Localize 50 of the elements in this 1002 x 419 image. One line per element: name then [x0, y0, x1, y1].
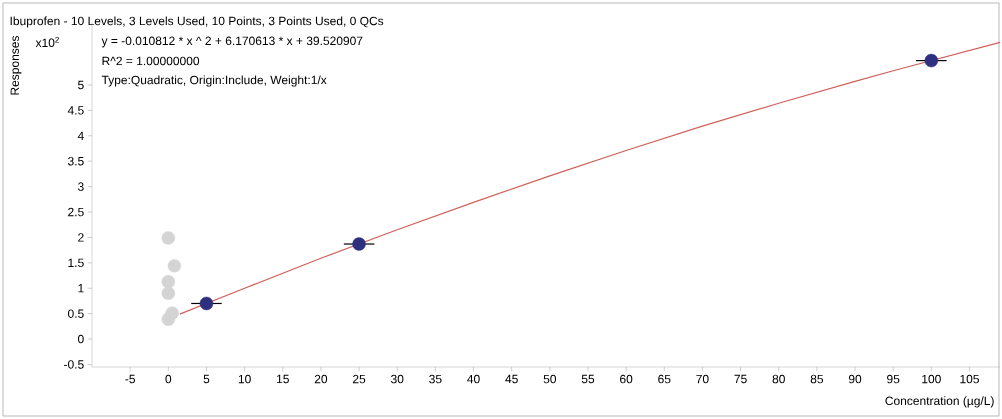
- y-tick-label: 3: [77, 182, 84, 191]
- x-tick-label: 50: [543, 374, 557, 384]
- x-tick-label: 40: [467, 374, 480, 384]
- x-tick-label: 5: [203, 374, 210, 384]
- y-tick-label: 0.5: [68, 309, 84, 318]
- point: [199, 296, 214, 311]
- x-tick-label: 20: [314, 374, 328, 384]
- y-axis-title: Responses: [10, 35, 22, 95]
- chart-title: Ibuprofen - 10 Levels, 3 Levels Used, 10 Points, 3 Points Used, 0 QCs: [10, 16, 384, 28]
- x-tick-label: -5: [125, 374, 135, 384]
- y-tick-label: 0: [78, 334, 84, 344]
- x-tick-label: 35: [429, 374, 442, 384]
- x-tick-label: 25: [352, 374, 366, 384]
- point: [161, 286, 176, 301]
- x-tick-label: 30: [391, 374, 404, 384]
- x-tick-label: 70: [696, 374, 709, 384]
- x-tick-label: 80: [772, 374, 785, 384]
- x-tick-label: 100: [922, 374, 941, 384]
- x-tick-label: 45: [505, 374, 518, 384]
- y-tick-label: 1.5: [68, 258, 84, 267]
- x-tick-label: 85: [810, 374, 824, 384]
- y-tick-label: 2.5: [68, 207, 84, 217]
- x-tick-label: 15: [277, 374, 289, 384]
- point: [167, 259, 182, 273]
- y-tick-label: 4: [77, 131, 84, 140]
- point: [352, 237, 366, 251]
- y-tick-label: 3.5: [67, 156, 84, 166]
- x-tick-label: 55: [581, 374, 595, 384]
- point: [924, 53, 939, 68]
- x-tick-label: 105: [960, 374, 979, 384]
- annotation: Type:Quadratic, Origin:Include, Weight:1/x: [101, 75, 327, 87]
- point: [161, 274, 176, 289]
- x-tick-label: 95: [887, 374, 900, 384]
- y-tick-label: 1: [78, 284, 84, 293]
- y-tick-label: 2: [78, 233, 84, 242]
- x-tick-label: 60: [620, 374, 633, 384]
- point: [161, 312, 176, 326]
- x-tick-label: 10: [238, 374, 251, 384]
- x-tick-label: 75: [734, 374, 747, 384]
- y-tick-label: 4.5: [67, 106, 84, 115]
- x-tick-label: 90: [848, 374, 862, 384]
- text: x10$^{2}$: [35, 36, 59, 48]
- annotation: y = -0.010812 * x ^ 2 + 6.170613 * x + 39.520907: [101, 36, 363, 48]
- x-tick-label: 0: [165, 374, 172, 384]
- y-tick-label: -0.5: [64, 360, 84, 369]
- annotation: R^2 = 1.00000000: [102, 56, 200, 66]
- y-tick-label: 5: [78, 80, 84, 90]
- x-axis-title: Concentration (µg/L): [885, 396, 994, 408]
- point: [161, 231, 176, 245]
- x-tick-label: 65: [658, 374, 671, 384]
